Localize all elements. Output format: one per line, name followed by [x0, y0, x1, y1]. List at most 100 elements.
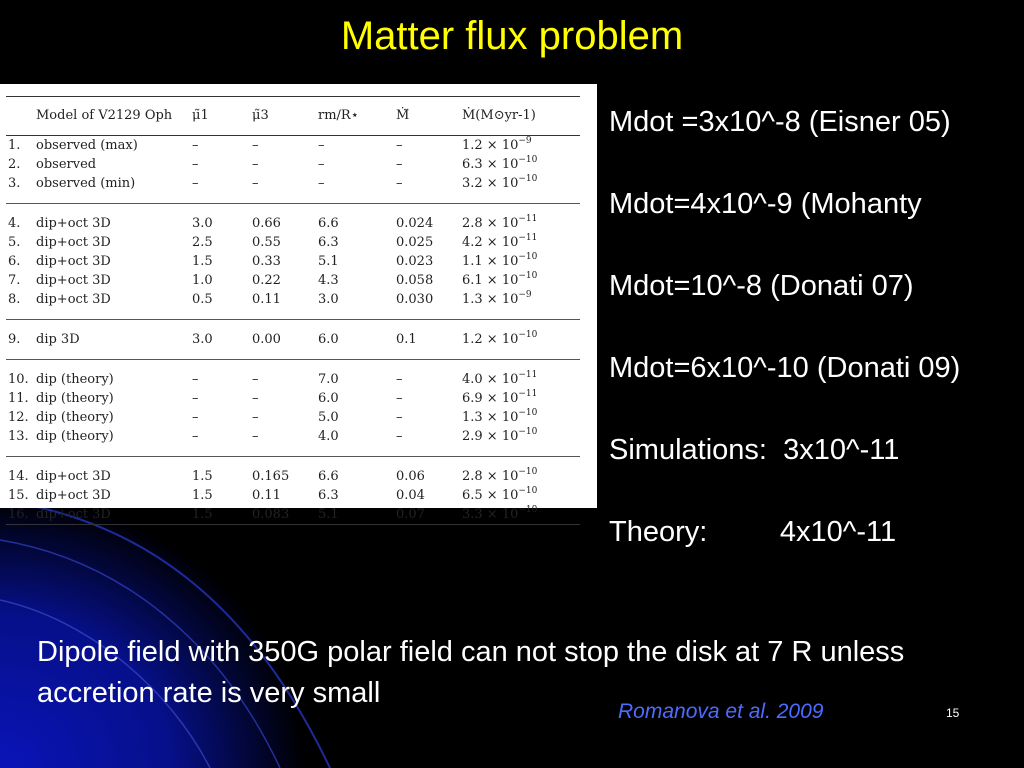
cell-rm: 6.0 — [318, 391, 339, 406]
cell-index: 15. — [8, 488, 29, 503]
cell-mdot: 3.2 × 10−10 — [460, 174, 580, 204]
cell-rm: 7.0 — [318, 372, 339, 387]
cell-mu1: 3.0 — [190, 319, 250, 360]
cell-mdot: 2.8 × 10−10 — [460, 457, 580, 487]
cell-mdot-exponent: −10 — [518, 467, 538, 477]
cell-mdot: 2.9 × 10−10 — [460, 427, 580, 457]
cell-mu1: – — [192, 391, 199, 406]
cell-mdot-tilde: 0.030 — [394, 290, 460, 320]
table-header-row: Model of V2129 Oph μ̃1 μ̃3 rm/R⋆ Ṁ̃ Ṁ(M⊙… — [6, 96, 580, 136]
cell-mdot-tilde: 0.06 — [396, 469, 425, 484]
cell-mu1: 1.5 — [190, 505, 250, 525]
cell-mu1: 3.0 — [192, 216, 213, 231]
header-rm: rm/R⋆ — [318, 108, 359, 123]
table-row: 1. observed (max) – – – – 1.2 × 10−9 — [6, 136, 580, 156]
header-mdot: Ṁ(M⊙yr-1) — [462, 108, 536, 123]
cell-model: dip+oct 3D — [36, 216, 111, 231]
cell-model: observed — [36, 157, 97, 172]
cell-mu1: 1.5 — [192, 254, 213, 269]
cell-mu3: 0.33 — [252, 254, 281, 269]
cell-mdot: 2.8 × 10−11 — [460, 204, 580, 234]
cell-rm: 5.1 — [318, 254, 339, 269]
cell-mdot-base: 1.3 × 10 — [462, 292, 519, 307]
cell-mu3: – — [252, 138, 259, 153]
cell-mdot: 6.5 × 10−10 — [460, 486, 580, 505]
cell-rm: 6.3 — [318, 488, 339, 503]
cell-rm: – — [318, 157, 325, 172]
citation: Romanova et al. 2009 — [618, 700, 824, 723]
table-row: 13. dip (theory) – –4.0–2.9 × 10−10 — [6, 427, 580, 457]
table-row: 7. dip+oct 3D 1.0 0.22 4.3 0.058 6.1 × 10−10 — [6, 271, 580, 290]
cell-mdot-base: 6.3 × 10 — [462, 157, 519, 172]
cell-mdot: 4.0 × 10−11 — [460, 360, 580, 390]
cell-model: dip+oct 3D — [36, 469, 111, 484]
cell-index: 11. — [8, 391, 29, 406]
cell-rm: – — [318, 138, 325, 153]
cell-model: dip+oct 3D — [34, 290, 190, 320]
cell-mdot-exponent: −11 — [518, 233, 538, 243]
cell-index: 7. — [8, 273, 21, 288]
cell-rm: 6.3 — [318, 235, 339, 250]
cell-mdot-tilde: – — [396, 372, 403, 387]
cell-mdot-tilde: 0.1 — [394, 319, 460, 360]
cell-index: 10. — [8, 372, 29, 387]
cell-model: dip (theory) — [36, 391, 114, 406]
cell-mdot-base: 2.8 × 10 — [462, 469, 519, 484]
table-row: 5. dip+oct 3D 2.5 0.55 6.3 0.025 4.2 × 10−11 — [6, 233, 580, 252]
results-table-panel: Model of V2129 Oph μ̃1 μ̃3 rm/R⋆ Ṁ̃ Ṁ(M⊙… — [0, 84, 597, 525]
mdot-item-eisner: Mdot =3x10^-8 (Eisner 05) — [609, 106, 951, 138]
cell-index: 16. — [6, 505, 34, 525]
cell-mu1: 1.0 — [192, 273, 213, 288]
table-row: 12. dip (theory) – – 5.0 – 1.3 × 10−10 — [6, 408, 580, 427]
cell-mu1: 2.5 — [192, 235, 213, 250]
table-body: 1. observed (max) – – – –1.2 × 10−9 2. observed… — [6, 136, 580, 525]
cell-rm: 6.6 — [318, 216, 339, 231]
cell-mdot: 3.3 × 10−10 — [460, 505, 580, 525]
cell-mdot: 1.3 × 10−10 — [460, 408, 580, 427]
cell-mdot-base: 3.3 × 10 — [462, 507, 519, 522]
cell-mdot-base: 2.9 × 10 — [462, 429, 519, 444]
mdot-item-donati09: Mdot=6x10^-10 (Donati 09) — [609, 352, 961, 384]
cell-model: dip (theory) — [34, 427, 190, 457]
cell-mu1: 1.5 — [192, 469, 213, 484]
cell-mu3: 0.00 — [250, 319, 316, 360]
cell-mdot-base: 1.2 × 10 — [462, 138, 519, 153]
cell-mdot-exponent: −10 — [518, 174, 538, 184]
cell-mdot-base: 1.1 × 10 — [462, 254, 519, 269]
mdot-item-simulations: Simulations: 3x10^-11 — [609, 434, 900, 466]
cell-mu1: 0.5 — [190, 290, 250, 320]
table-row: 4. dip+oct 3D 3.0 0.66 6.6 0.024 2.8 × 10−11 — [6, 204, 580, 234]
cell-mu3: 0.22 — [252, 273, 281, 288]
cell-mu3: – — [250, 427, 316, 457]
cell-mu3: 0.11 — [252, 488, 281, 503]
page-number: 15 — [946, 706, 960, 720]
header-index — [6, 97, 34, 136]
cell-mdot: 1.1 × 10−10 — [460, 252, 580, 271]
cell-model: dip+oct 3D — [34, 505, 190, 525]
cell-index: 6. — [8, 254, 21, 269]
cell-mu3: – — [252, 391, 259, 406]
cell-mdot-exponent: −9 — [518, 136, 532, 146]
cell-mdot-tilde: – — [396, 410, 403, 425]
header-model: Model of V2129 Oph — [36, 108, 173, 123]
cell-mdot-base: 3.2 × 10 — [462, 176, 519, 191]
cell-mdot: 6.9 × 10−11 — [460, 389, 580, 408]
cell-mdot-tilde: 0.058 — [396, 273, 434, 288]
cell-mdot: 4.2 × 10−11 — [460, 233, 580, 252]
cell-rm: 5.1 — [316, 505, 394, 525]
cell-mu1: – — [190, 174, 250, 204]
cell-mdot-tilde: 0.024 — [396, 216, 434, 231]
table-row: 10. dip (theory) – – 7.0 – 4.0 × 10−11 — [6, 360, 580, 390]
cell-mdot-tilde: – — [396, 138, 403, 153]
cell-rm: 3.0 — [316, 290, 394, 320]
cell-mu3: – — [252, 157, 259, 172]
cell-model: observed (min) — [34, 174, 190, 204]
mdot-item-donati07: Mdot=10^-8 (Donati 07) — [609, 270, 914, 302]
cell-mu3: 0.55 — [252, 235, 281, 250]
cell-mdot-exponent: −10 — [518, 408, 538, 418]
cell-index: 5. — [8, 235, 21, 250]
cell-rm: 5.0 — [318, 410, 339, 425]
cell-index: 9. — [6, 319, 34, 360]
cell-mdot: 1.3 × 10−9 — [460, 290, 580, 320]
cell-mdot-exponent: −10 — [518, 155, 538, 165]
